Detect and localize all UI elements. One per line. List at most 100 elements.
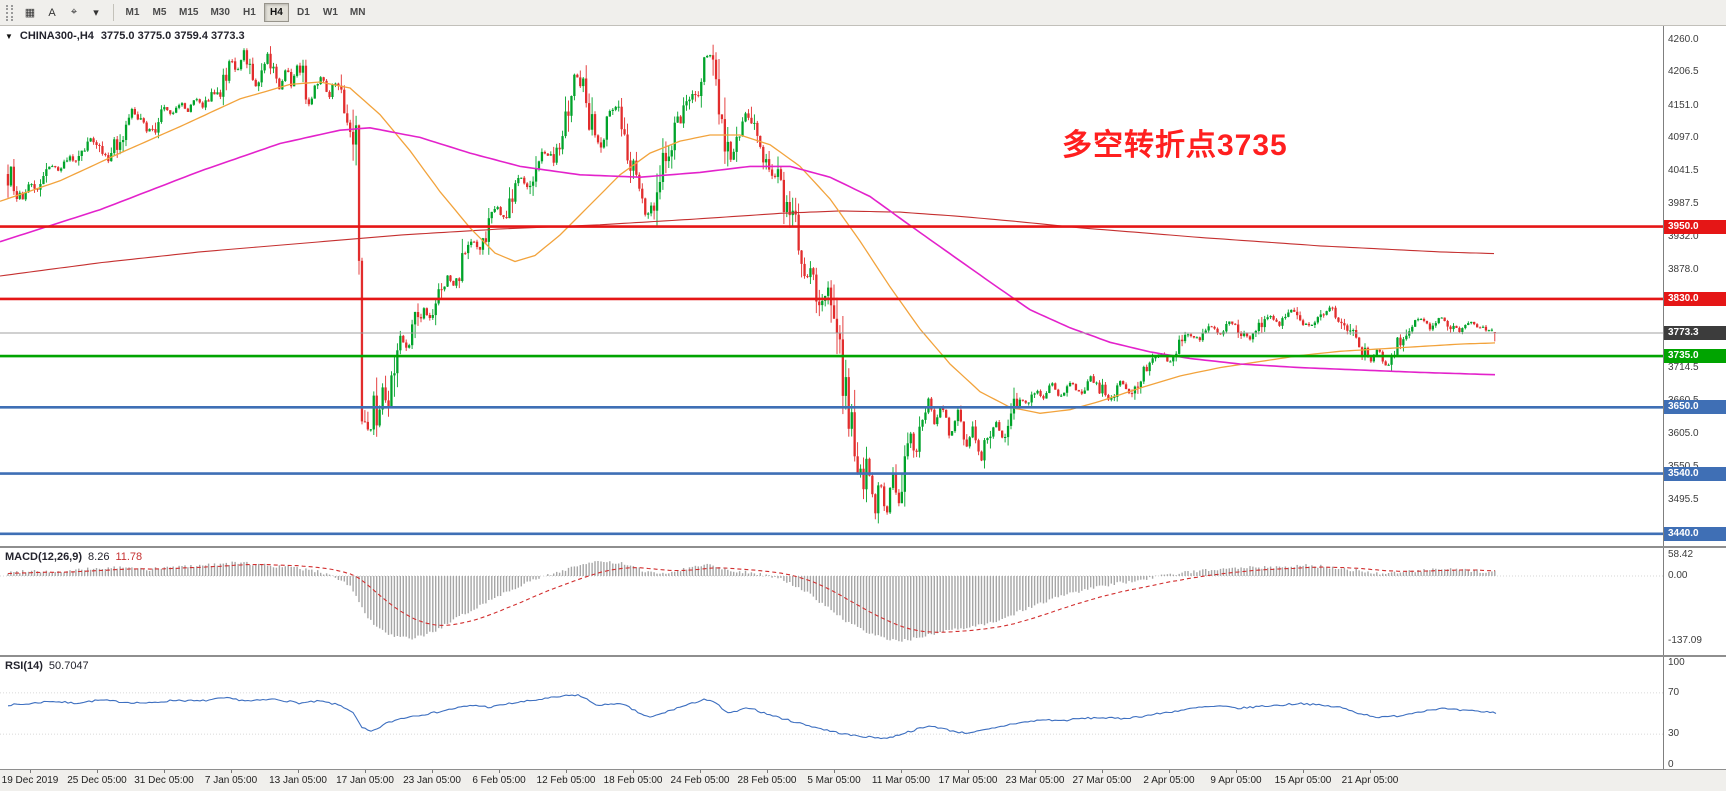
price-level-badge: 3950.0 xyxy=(1664,220,1726,234)
time-tick-mark xyxy=(566,770,567,773)
timeframe-button-mn[interactable]: MN xyxy=(345,3,371,22)
macd-label: MACD(12,26,9) 8.26 11.78 xyxy=(5,551,142,563)
macd-indicator-pane[interactable]: MACD(12,26,9) 8.26 11.78 58.42 0.00 -137.0… xyxy=(0,548,1726,655)
rsi-axis: 100 70 30 0 xyxy=(1663,657,1726,769)
price-tick: 4151.0 xyxy=(1668,100,1699,111)
price-tick: 3932.0 xyxy=(1668,231,1699,242)
rsi-tick: 100 xyxy=(1668,657,1685,668)
candlestick-chart[interactable] xyxy=(0,26,1663,546)
time-tick-mark xyxy=(231,770,232,773)
price-tick: 3495.5 xyxy=(1668,494,1699,505)
main-chart-pane[interactable]: ▼ CHINA300-,H4 3775.0 3775.0 3759.4 3773… xyxy=(0,26,1726,546)
price-level-badge: 3540.0 xyxy=(1664,467,1726,481)
macd-signal-value: 11.78 xyxy=(115,551,143,563)
macd-signal-line xyxy=(7,563,1495,633)
symbol-dropdown-marker-icon[interactable]: ▼ xyxy=(5,31,13,41)
timeframe-button-w1[interactable]: W1 xyxy=(318,3,343,22)
rsi-tick: 30 xyxy=(1668,728,1680,739)
price-tick: 4041.5 xyxy=(1668,165,1699,176)
symbol-ohlc-label: ▼ CHINA300-,H4 3775.0 3775.0 3759.4 3773… xyxy=(5,30,245,42)
timeframe-button-m5[interactable]: M5 xyxy=(147,3,172,22)
time-tick-mark xyxy=(968,770,969,773)
rsi-tick: 0 xyxy=(1668,759,1674,769)
time-label: 9 Apr 05:00 xyxy=(1210,775,1262,786)
timeframe-button-d1[interactable]: D1 xyxy=(291,3,316,22)
drawing-tools-group: ▦ A ⌖ ▾ xyxy=(19,3,107,23)
time-tick-mark xyxy=(30,770,31,773)
time-label: 17 Jan 05:00 xyxy=(336,775,394,786)
chart-window-icon[interactable]: ▦ xyxy=(19,3,41,23)
time-tick-mark xyxy=(97,770,98,773)
time-label: 23 Mar 05:00 xyxy=(1005,775,1065,786)
time-label: 6 Feb 05:00 xyxy=(472,775,526,786)
price-level-badge: 3830.0 xyxy=(1664,292,1726,306)
price-tick: 3878.0 xyxy=(1668,264,1699,275)
macd-name: MACD(12,26,9) xyxy=(5,551,83,563)
price-tick: 3987.5 xyxy=(1668,198,1699,209)
price-tick: 3550.5 xyxy=(1668,461,1699,472)
time-tick-mark xyxy=(1303,770,1304,773)
timeframe-button-m15[interactable]: M15 xyxy=(174,3,203,22)
pane-separator[interactable] xyxy=(0,655,1726,657)
time-tick-mark xyxy=(767,770,768,773)
time-label: 5 Mar 05:00 xyxy=(807,775,861,786)
time-axis[interactable]: 19 Dec 2019 25 Dec 05:00 31 Dec 05:00 7 Jan… xyxy=(0,769,1726,791)
time-label: 7 Jan 05:00 xyxy=(204,775,258,786)
time-label: 31 Dec 05:00 xyxy=(134,775,194,786)
candles-layer xyxy=(6,44,1496,524)
price-tick: 3605.0 xyxy=(1668,428,1699,439)
rsi-chart[interactable] xyxy=(0,657,1663,769)
ohlc-values: 3775.0 3775.0 3759.4 3773.3 xyxy=(100,30,245,42)
ma-magenta-line xyxy=(0,126,1496,376)
time-tick-mark xyxy=(432,770,433,773)
symbol-title: CHINA300-,H4 xyxy=(19,30,94,42)
rsi-indicator-pane[interactable]: RSI(14) 50.7047 100 70 30 0 xyxy=(0,657,1726,769)
time-label: 12 Feb 05:00 xyxy=(536,775,596,786)
time-tick-mark xyxy=(633,770,634,773)
price-level-badge: 3440.0 xyxy=(1664,527,1726,541)
time-tick-mark xyxy=(1370,770,1371,773)
time-label: 19 Dec 2019 xyxy=(1,775,59,786)
toolbar-grip-handle[interactable] xyxy=(6,4,13,21)
price-tick: 4097.0 xyxy=(1668,132,1699,143)
rsi-label: RSI(14) 50.7047 xyxy=(5,660,89,672)
toolbar-separator xyxy=(113,4,114,21)
time-label: 23 Jan 05:00 xyxy=(403,775,461,786)
time-tick-mark xyxy=(834,770,835,773)
time-tick-mark xyxy=(700,770,701,773)
toolbar: ▦ A ⌖ ▾ M1 M5 M15 M30 H1 H4 D1 W1 MN xyxy=(0,0,1726,26)
tools-dropdown-caret-icon[interactable]: ▾ xyxy=(85,3,107,23)
timeframe-group: M1 M5 M15 M30 H1 H4 D1 W1 MN xyxy=(120,3,372,22)
pane-separator[interactable] xyxy=(0,546,1726,548)
price-level-badge: 3650.0 xyxy=(1664,400,1726,414)
timeframe-button-m30[interactable]: M30 xyxy=(205,3,234,22)
time-label: 11 Mar 05:00 xyxy=(871,775,931,786)
timeframe-button-h1[interactable]: H1 xyxy=(237,3,262,22)
time-tick-mark xyxy=(901,770,902,773)
ma-red-line xyxy=(0,210,1495,277)
macd-tick: 58.42 xyxy=(1668,549,1694,560)
crosshair-tool-icon[interactable]: ⌖ xyxy=(63,3,85,23)
current-price-badge: 3773.3 xyxy=(1664,326,1726,340)
annotation-text: 多空转折点3735 xyxy=(1062,129,1288,162)
macd-axis: 58.42 0.00 -137.09 xyxy=(1663,548,1726,655)
time-label: 15 Apr 05:00 xyxy=(1274,775,1332,786)
time-tick-mark xyxy=(298,770,299,773)
rsi-line xyxy=(7,693,1497,740)
timeframe-button-h4[interactable]: H4 xyxy=(263,3,289,22)
time-tick-mark xyxy=(164,770,165,773)
timeframe-button-m1[interactable]: M1 xyxy=(120,3,145,22)
macd-main-value: 8.26 xyxy=(88,551,110,563)
time-tick-mark xyxy=(1236,770,1237,773)
price-tick: 4206.5 xyxy=(1668,66,1699,77)
time-tick-mark xyxy=(1102,770,1103,773)
time-label: 25 Dec 05:00 xyxy=(67,775,127,786)
macd-chart[interactable] xyxy=(0,548,1663,655)
macd-histogram xyxy=(7,561,1496,642)
text-annotation-tool[interactable]: A xyxy=(41,3,63,23)
time-label: 28 Feb 05:00 xyxy=(737,775,797,786)
time-label: 24 Feb 05:00 xyxy=(670,775,730,786)
price-axis[interactable]: 4260.0 4206.5 4151.0 4097.0 4041.5 3987.5 3932… xyxy=(1663,26,1726,546)
macd-tick: -137.09 xyxy=(1668,635,1702,646)
